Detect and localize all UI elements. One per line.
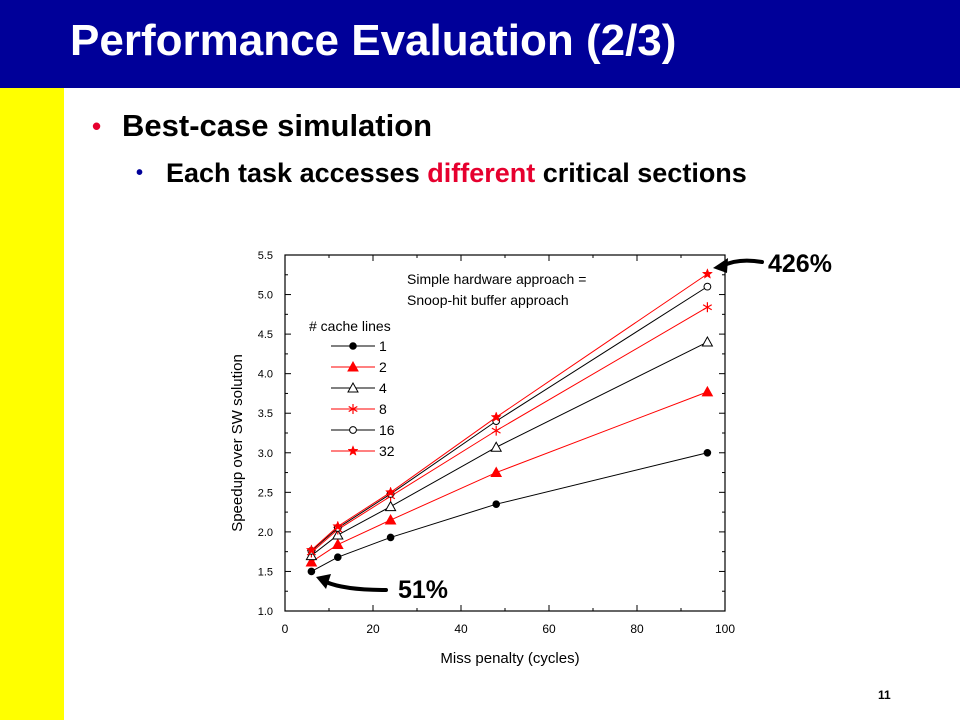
marker-open-triangle (384, 500, 397, 512)
asterisk-stroke (702, 304, 713, 311)
callout-high-value: 426% (768, 250, 832, 278)
sub-bullet-pre: Each task accesses (166, 158, 428, 188)
legend-item-1: 1 (331, 338, 387, 354)
marker-filled-circle (703, 448, 712, 457)
y-tick-label: 4.5 (258, 329, 273, 341)
marker-filled-triangle (384, 513, 397, 525)
marker-filled-triangle (490, 466, 503, 478)
bullet-dot-icon: • (92, 111, 102, 141)
asterisk-stroke (348, 405, 358, 413)
marker-filled-circle (349, 342, 357, 350)
arrow-low-shaft (324, 580, 388, 592)
legend-item-16: 16 (331, 422, 395, 438)
marker-open-triangle (701, 335, 714, 347)
series-line-4 (311, 341, 708, 557)
chart-legend: Simple hardware approach = Snoop-hit buff… (309, 271, 586, 459)
slide-title: Performance Evaluation (2/3) (70, 16, 677, 65)
marker-filled-circle (307, 567, 316, 576)
marker-filled-circle (386, 533, 395, 542)
y-axis-label: Speedup over SW solution (229, 354, 246, 532)
x-tick-label: 20 (366, 622, 380, 636)
marker-star (701, 268, 714, 279)
legend-item-4: 4 (331, 380, 387, 396)
series-line-2 (311, 391, 708, 563)
series-2 (305, 385, 714, 567)
legend-label: 32 (379, 443, 395, 459)
legend-label: 4 (379, 380, 387, 396)
marker-star (490, 411, 502, 422)
marker-open-triangle (490, 441, 503, 452)
title-bar (0, 0, 960, 88)
y-tick-label: 4.0 (258, 369, 273, 381)
chart-series (305, 268, 714, 576)
x-tick-label: 0 (282, 622, 289, 636)
x-tick-label: 40 (454, 622, 468, 636)
marker-open-triangle (347, 381, 359, 393)
marker-filled-triangle (701, 385, 714, 397)
y-tick-label: 1.0 (258, 606, 273, 618)
page-number: 11 (878, 688, 891, 702)
side-accent-bar (0, 88, 64, 720)
marker-open-circle (703, 282, 712, 291)
x-tick-label: 60 (542, 622, 556, 636)
marker-asterisk (702, 302, 713, 313)
bullet-text: Best-case simulation (122, 108, 433, 143)
marker-star (384, 486, 397, 498)
chart-annotation-line2: Snoop-hit buffer approach (407, 292, 569, 308)
marker-filled-circle (334, 553, 342, 562)
marker-filled-triangle (331, 538, 344, 550)
sub-bullet-post: critical sections (535, 158, 747, 188)
x-axis-label: Miss penalty (cycles) (440, 650, 579, 667)
arrow-high-shaft (720, 258, 764, 268)
legend-label: 8 (379, 401, 387, 417)
sub-bullet-highlight: different (427, 158, 536, 188)
x-tick-label: 100 (715, 622, 735, 636)
y-tick-label: 5.0 (258, 290, 273, 302)
marker-star (347, 445, 359, 456)
legend-item-2: 2 (331, 359, 387, 375)
marker-filled-circle (492, 500, 501, 509)
callout-arrows (316, 258, 764, 592)
marker-star (305, 544, 318, 555)
arrow-low-head (316, 574, 331, 589)
arrow-high-head (713, 258, 728, 273)
legend-title: # cache lines (309, 318, 391, 334)
y-tick-label: 2.5 (258, 487, 273, 499)
legend-item-8: 8 (331, 401, 387, 417)
series-4 (305, 335, 714, 561)
y-tick-label: 5.5 (258, 250, 273, 262)
arrow-high-icon (713, 258, 764, 273)
arrow-low-icon (316, 574, 388, 592)
series-line-1 (311, 452, 708, 572)
legend-label: 16 (379, 422, 395, 438)
chart-axes: 0 20 40 60 80 100 1.0 1.5 2.0 2.5 3.0 3.5 4.0 4.5 5.0 5… (229, 250, 735, 667)
y-tick-label: 1.5 (258, 566, 273, 578)
legend-label: 2 (379, 359, 387, 375)
marker-open-circle (349, 426, 357, 434)
legend-label: 1 (379, 338, 387, 354)
asterisk-stroke (491, 427, 501, 434)
chart-annotation-line1: Simple hardware approach = (407, 271, 586, 287)
y-tick-label: 3.0 (258, 448, 273, 460)
marker-asterisk (491, 425, 501, 436)
sub-bullet-text: Each task accesses different critical se… (166, 158, 747, 189)
x-tick-label: 80 (630, 622, 644, 636)
legend-item-32: 32 (331, 443, 395, 459)
series-32 (305, 268, 714, 555)
marker-filled-triangle (305, 555, 318, 567)
marker-filled-triangle (347, 360, 359, 372)
y-tick-label: 2.0 (258, 527, 273, 539)
sub-bullet-dot-icon: • (136, 162, 144, 184)
marker-open-triangle (331, 529, 344, 540)
y-tick-label: 3.5 (258, 408, 273, 420)
series-1 (307, 448, 712, 576)
marker-star (332, 520, 344, 532)
callout-low-value: 51% (398, 576, 449, 604)
marker-asterisk (348, 404, 358, 414)
